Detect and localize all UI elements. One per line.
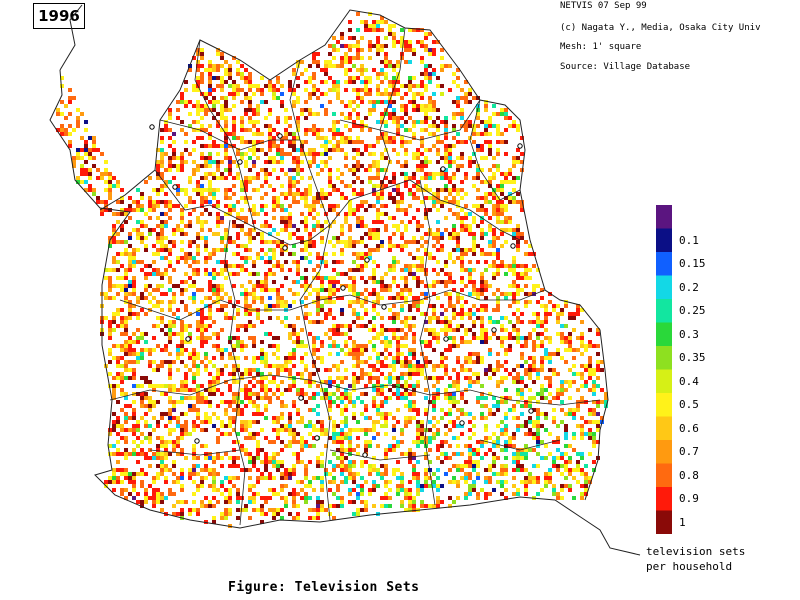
legend-label: 0.9 xyxy=(679,492,699,505)
legend-unit-line2: per household xyxy=(646,560,733,573)
legend-unit-line1: television sets xyxy=(646,545,746,558)
legend-label: 0.4 xyxy=(679,374,699,388)
admin-boundaries xyxy=(109,27,601,526)
legend-label: 0.7 xyxy=(679,445,699,458)
legend-swatch xyxy=(656,463,672,487)
legend-label: 1 xyxy=(679,515,686,529)
legend-label: 0.8 xyxy=(679,468,699,482)
credit-netvis: NETVIS 07 Sep 99 xyxy=(560,1,647,11)
credit-author: (c) Nagata Y., Media, Osaka City Univ xyxy=(560,23,761,33)
town-markers xyxy=(149,124,534,458)
legend-swatch xyxy=(656,440,672,464)
legend-swatch xyxy=(656,416,672,440)
credit-source: Source: Village Database xyxy=(560,62,691,72)
legend-label: 0.25 xyxy=(679,304,706,317)
legend-swatch xyxy=(656,252,672,276)
legend-swatch xyxy=(656,369,672,393)
study-area-outline xyxy=(49,4,641,556)
legend-label: 0.3 xyxy=(679,327,699,341)
legend-swatch xyxy=(656,510,672,534)
legend-label: 0.2 xyxy=(679,280,699,294)
legend-swatch xyxy=(656,487,672,511)
legend-label: 0.35 xyxy=(679,351,706,364)
legend-swatch xyxy=(656,322,672,346)
legend-label: 0.1 xyxy=(679,233,699,247)
legend-swatch xyxy=(656,228,672,252)
legend-swatch xyxy=(656,275,672,299)
legend-color-bar xyxy=(656,205,672,534)
legend-label: 0.15 xyxy=(679,257,706,270)
year-label: 1996 xyxy=(33,3,85,29)
legend-swatch xyxy=(656,299,672,323)
legend-swatch xyxy=(656,346,672,370)
legend-label: 0.6 xyxy=(679,421,699,435)
legend-swatch xyxy=(656,393,672,417)
legend-swatch xyxy=(656,205,672,229)
credit-mesh: Mesh: 1' square xyxy=(560,42,642,52)
mesh-cells xyxy=(56,12,608,528)
figure-caption: Figure: Television Sets xyxy=(228,580,420,595)
legend-label: 0.5 xyxy=(679,398,699,411)
